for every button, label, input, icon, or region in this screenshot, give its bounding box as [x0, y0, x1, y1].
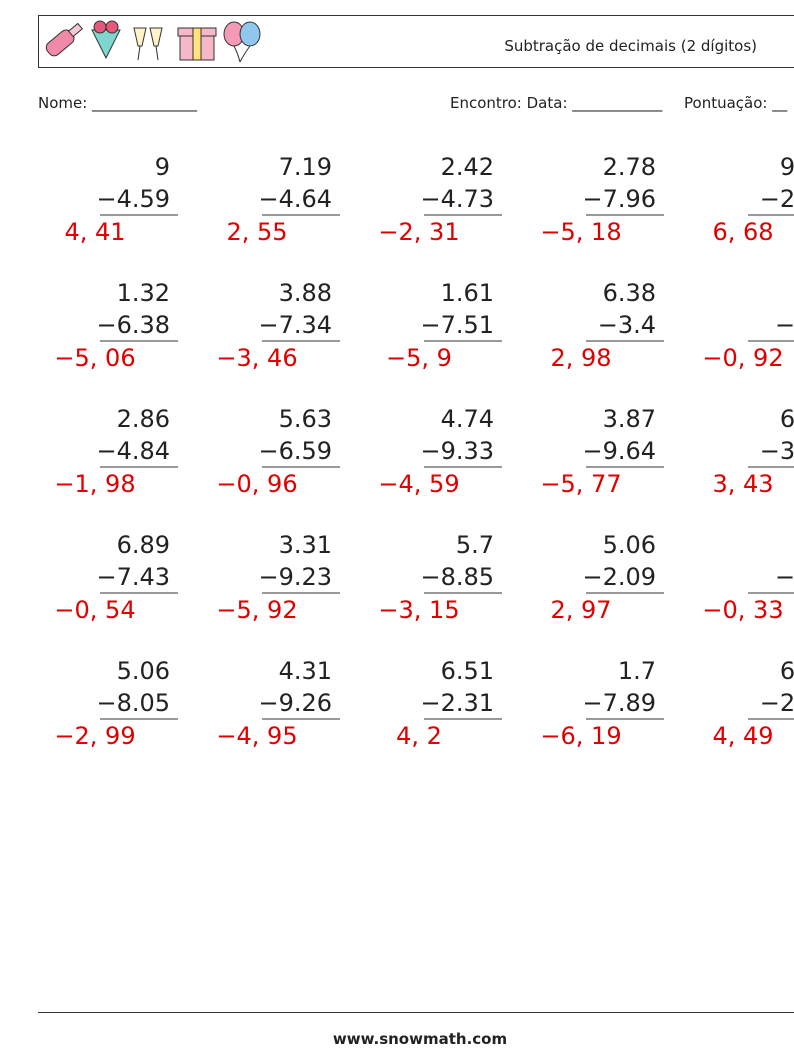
- minuend: 5.06: [603, 531, 656, 559]
- answer: −6, 19: [540, 722, 621, 750]
- answer: 4, 41: [64, 218, 125, 246]
- title: Subtração de decimais (2 dígitos): [504, 37, 757, 55]
- header-icons: [45, 20, 261, 63]
- minuend: 3.31: [279, 531, 332, 559]
- answer: 4, 2: [396, 722, 442, 750]
- minuend: 2.42: [441, 153, 494, 181]
- minuend: 1.32: [117, 279, 170, 307]
- subtrahend: −9.33: [420, 437, 494, 465]
- subtrahend: −3.4: [598, 311, 656, 339]
- minuend: 1.7: [618, 657, 656, 685]
- answer: −4, 59: [378, 470, 459, 498]
- minuend: 9: [155, 153, 170, 181]
- subtrahend: −8.05: [96, 689, 170, 717]
- subtrahend: −9.64: [582, 437, 656, 465]
- answer: −0, 96: [216, 470, 297, 498]
- subtrahend: −9.23: [258, 563, 332, 591]
- minuend: 9.4: [780, 153, 794, 181]
- header-box: [38, 15, 794, 68]
- minuend: 5.7: [456, 531, 494, 559]
- subtrahend: −7.89: [582, 689, 656, 717]
- subtrahend: −3.3: [760, 437, 794, 465]
- answer: −2, 31: [378, 218, 459, 246]
- subtrahend: −2.7: [760, 185, 794, 213]
- answer: −3, 15: [378, 596, 459, 624]
- answer: 2, 55: [226, 218, 287, 246]
- minuend: 6.89: [117, 531, 170, 559]
- subtrahend: −8.85: [420, 563, 494, 591]
- subtrahend: −5.: [775, 311, 794, 339]
- minuend: 6.51: [441, 657, 494, 685]
- score-field: Pontuação: __: [684, 94, 788, 113]
- answer: 4, 49: [712, 722, 773, 750]
- answer: −2, 99: [54, 722, 135, 750]
- answer: −3, 46: [216, 344, 297, 372]
- answer: −5, 77: [540, 470, 621, 498]
- minuend: 2.86: [117, 405, 170, 433]
- subtrahend: −4.73: [420, 185, 494, 213]
- answer: 2, 97: [550, 596, 611, 624]
- subtrahend: −6.59: [258, 437, 332, 465]
- subtrahend: −2.1: [760, 689, 794, 717]
- answer: −0, 33: [702, 596, 783, 624]
- subtrahend: −7.96: [582, 185, 656, 213]
- subtrahend: −7.51: [420, 311, 494, 339]
- answer: −5, 92: [216, 596, 297, 624]
- minuend: 7.19: [279, 153, 332, 181]
- minuend: 2.78: [603, 153, 656, 181]
- subtrahend: −4.84: [96, 437, 170, 465]
- minuend: 1.61: [441, 279, 494, 307]
- answer: −5, 06: [54, 344, 135, 372]
- subtrahend: −9.: [775, 563, 794, 591]
- minuend: 4.74: [441, 405, 494, 433]
- answer: −1, 98: [54, 470, 135, 498]
- answer: −5, 9: [386, 344, 452, 372]
- subtrahend: −7.43: [96, 563, 170, 591]
- minuend: 5.63: [279, 405, 332, 433]
- minuend: 5.06: [117, 657, 170, 685]
- minuend: 6.7: [780, 405, 794, 433]
- answer: −0, 54: [54, 596, 135, 624]
- subtrahend: −9.26: [258, 689, 332, 717]
- minuend: 6.6: [780, 657, 794, 685]
- footer-site: www.snowmath.com: [333, 1030, 507, 1048]
- answer: 2, 98: [550, 344, 611, 372]
- subtrahend: −4.59: [96, 185, 170, 213]
- date-field: Encontro: Data: ____________: [450, 94, 663, 113]
- subtrahend: −6.38: [96, 311, 170, 339]
- subtrahend: −7.34: [258, 311, 332, 339]
- subtrahend: −2.09: [582, 563, 656, 591]
- minuend: 3.87: [603, 405, 656, 433]
- subtrahend: −4.64: [258, 185, 332, 213]
- subtrahend: −2.31: [420, 689, 494, 717]
- minuend: 3.88: [279, 279, 332, 307]
- answer: −4, 95: [216, 722, 297, 750]
- answer: −5, 18: [540, 218, 621, 246]
- minuend: 6.38: [603, 279, 656, 307]
- answer: −0, 92: [702, 344, 783, 372]
- answer: 3, 43: [712, 470, 773, 498]
- answer: 6, 68: [712, 218, 773, 246]
- name-field: Nome: ______________: [38, 94, 198, 113]
- minuend: 4.31: [279, 657, 332, 685]
